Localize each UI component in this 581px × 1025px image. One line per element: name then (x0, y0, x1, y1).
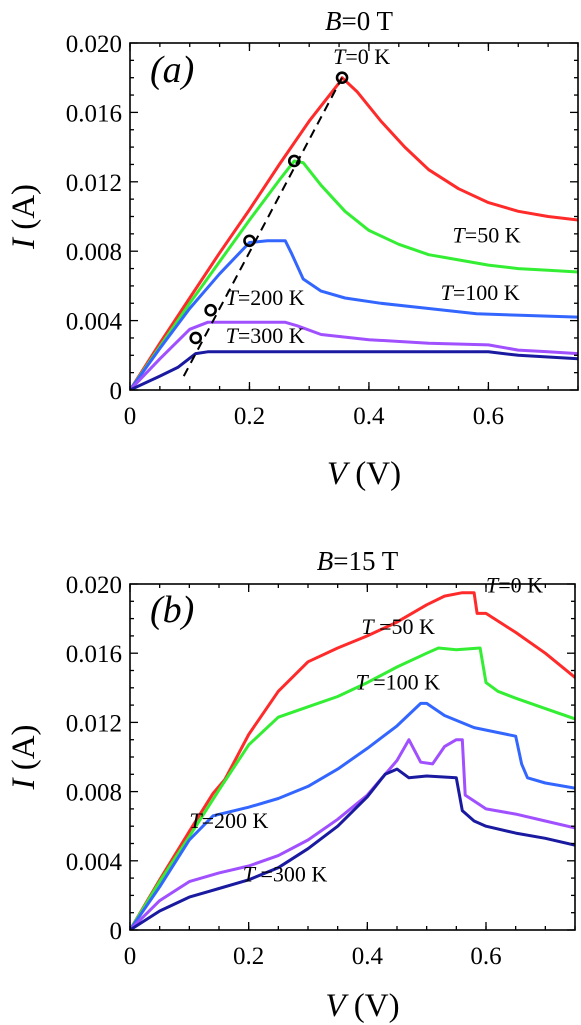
peak-marker (287, 154, 301, 168)
chart-panel-a: 0 0.004 0.008 0.012 0.016 0.020 0 0.2 0.4 0.6 B=0 … (6, 6, 579, 492)
series-line (130, 767, 575, 930)
curve-label-symbol: T (333, 44, 347, 69)
curve-label-text: =300 K (255, 862, 327, 887)
series-line (130, 701, 575, 930)
curve-label: T=200 K (189, 808, 268, 833)
chart-title: B=15 T (317, 546, 399, 576)
curve-label-text: =0 K (498, 573, 543, 598)
curve-label-text: =200 K (202, 808, 269, 833)
curve-label-symbol: T (243, 862, 257, 887)
chart-title-symbol: B (325, 6, 342, 36)
curve-label: T =50 K (361, 614, 435, 639)
x-axis-label-symbol: V (327, 456, 351, 492)
curve-label-symbol: T (226, 285, 240, 310)
curve-label-text: =0 K (345, 44, 390, 69)
peak-marker (189, 331, 203, 345)
x-tick-label: 0.4 (353, 403, 385, 430)
panel-label: (b) (150, 589, 194, 631)
series-line (130, 239, 578, 390)
y-axis-label: I (A) (6, 724, 42, 790)
series-line (130, 159, 578, 390)
y-tick-label: 0.016 (66, 100, 122, 127)
x-axis-label-text: (V) (347, 456, 401, 492)
curve-label-symbol: T (355, 670, 369, 695)
y-axis-label: I (A) (6, 184, 42, 250)
peak-marker (204, 303, 217, 317)
peak-guide-line (182, 77, 343, 377)
chart-panel-b: 0 0.004 0.008 0.012 0.016 0.020 0 0.2 0.4 0.6 B=15… (6, 546, 576, 1024)
peak-marker (243, 234, 256, 248)
x-tick-label: 0 (124, 943, 137, 970)
curve-label-symbol: T (189, 808, 203, 833)
chart-title: B=0 T (325, 6, 393, 36)
curve-label-symbol: T (441, 280, 455, 305)
series-line (130, 350, 578, 390)
y-axis-label-text: (A) (6, 184, 42, 238)
series-line (130, 646, 575, 930)
curve-label-symbol: T (486, 573, 500, 598)
chart-title-text: =15 T (333, 546, 398, 576)
x-tick-label: 0.2 (233, 943, 264, 970)
chart-title-text: =0 T (342, 6, 394, 36)
series-line (130, 591, 575, 930)
y-tick-label: 0.020 (66, 572, 122, 599)
curve-label-symbol: T (361, 614, 375, 639)
curve-label-symbol: T (453, 223, 467, 248)
y-tick-label: 0.012 (66, 170, 122, 197)
curve-label: T=50 K (453, 223, 521, 248)
x-axis-label: V (V) (325, 988, 399, 1024)
series-line (130, 76, 578, 390)
x-axis-label-symbol: V (325, 988, 349, 1024)
curve-label-text: =300 K (238, 323, 305, 348)
series-group (130, 76, 578, 390)
y-tick-label: 0.016 (66, 641, 122, 668)
curve-label-text: =100 K (368, 670, 440, 695)
curve-label: T=0 K (333, 44, 390, 69)
curve-label: T=100 K (441, 280, 520, 305)
chart-title-symbol: B (317, 546, 334, 576)
x-tick-label: 0.2 (234, 403, 265, 430)
curve-label-text: =100 K (453, 280, 520, 305)
x-tick-label: 0.6 (473, 403, 504, 430)
curve-label-text: =200 K (238, 285, 305, 310)
y-tick-label: 0.008 (66, 780, 122, 807)
x-tick-label: 0.6 (470, 943, 501, 970)
y-tick-label: 0.008 (66, 239, 122, 266)
series-group (130, 591, 575, 930)
y-tick-label: 0.020 (66, 31, 122, 58)
panel-label: (a) (150, 49, 194, 91)
y-tick-label: 0 (110, 378, 123, 405)
y-tick-label: 0.012 (66, 710, 122, 737)
curve-label-text: =50 K (465, 223, 521, 248)
series-line (130, 320, 578, 390)
curve-label: T =300 K (243, 862, 328, 887)
curve-label-text: =50 K (374, 614, 435, 639)
x-axis-label-text: (V) (346, 988, 400, 1024)
series-line (130, 738, 575, 930)
y-tick-label: 0.004 (66, 849, 123, 876)
peak-marker (335, 71, 349, 84)
curve-label: T=0 K (486, 573, 543, 598)
curve-label: T=200 K (226, 285, 305, 310)
y-axis-label-symbol: I (6, 777, 42, 791)
y-tick-label: 0 (110, 918, 123, 945)
y-axis-label-text: (A) (6, 724, 42, 778)
x-axis-label: V (V) (327, 456, 401, 492)
curve-label: T=300 K (226, 323, 305, 348)
curve-label-symbol: T (226, 323, 240, 348)
curve-label: T =100 K (355, 670, 440, 695)
x-tick-label: 0 (124, 403, 137, 430)
y-axis-label-symbol: I (6, 236, 42, 250)
y-tick-label: 0.004 (66, 309, 123, 336)
x-tick-label: 0.4 (352, 943, 384, 970)
